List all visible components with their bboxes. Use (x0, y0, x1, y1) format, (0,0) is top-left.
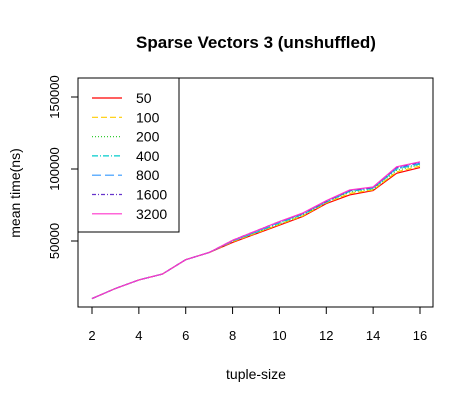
chart-title: Sparse Vectors 3 (unshuffled) (136, 33, 376, 52)
legend: 50 100 200 400 800 1600 3200 (77, 77, 180, 233)
y-tick-label: 50000 (47, 223, 62, 259)
x-tick-label: 2 (88, 328, 95, 343)
legend-label-400: 400 (136, 148, 160, 164)
x-tick-label: 12 (319, 328, 333, 343)
legend-box (77, 77, 180, 233)
x-tick-label: 16 (413, 328, 427, 343)
x-axis-label: tuple-size (226, 366, 286, 382)
y-tick-label: 150000 (47, 75, 62, 118)
y-axis-label: mean time(ns) (7, 148, 23, 237)
x-axis: 2 4 6 8 10 12 14 16 (88, 306, 427, 343)
legend-label-50: 50 (136, 90, 152, 106)
x-tick-label: 4 (135, 328, 142, 343)
y-tick-label: 100000 (47, 147, 62, 190)
legend-label-100: 100 (136, 109, 160, 125)
legend-label-800: 800 (136, 167, 160, 183)
x-tick-label: 14 (366, 328, 380, 343)
legend-label-1600: 1600 (136, 187, 167, 203)
series-line-3200 (91, 161, 421, 300)
legend-label-3200: 3200 (136, 206, 167, 222)
series-group (91, 161, 421, 300)
x-tick-label: 10 (272, 328, 286, 343)
x-tick-label: 8 (229, 328, 236, 343)
legend-label-200: 200 (136, 129, 160, 145)
x-tick-label: 6 (182, 328, 189, 343)
y-axis: 50000 100000 150000 (47, 75, 79, 259)
